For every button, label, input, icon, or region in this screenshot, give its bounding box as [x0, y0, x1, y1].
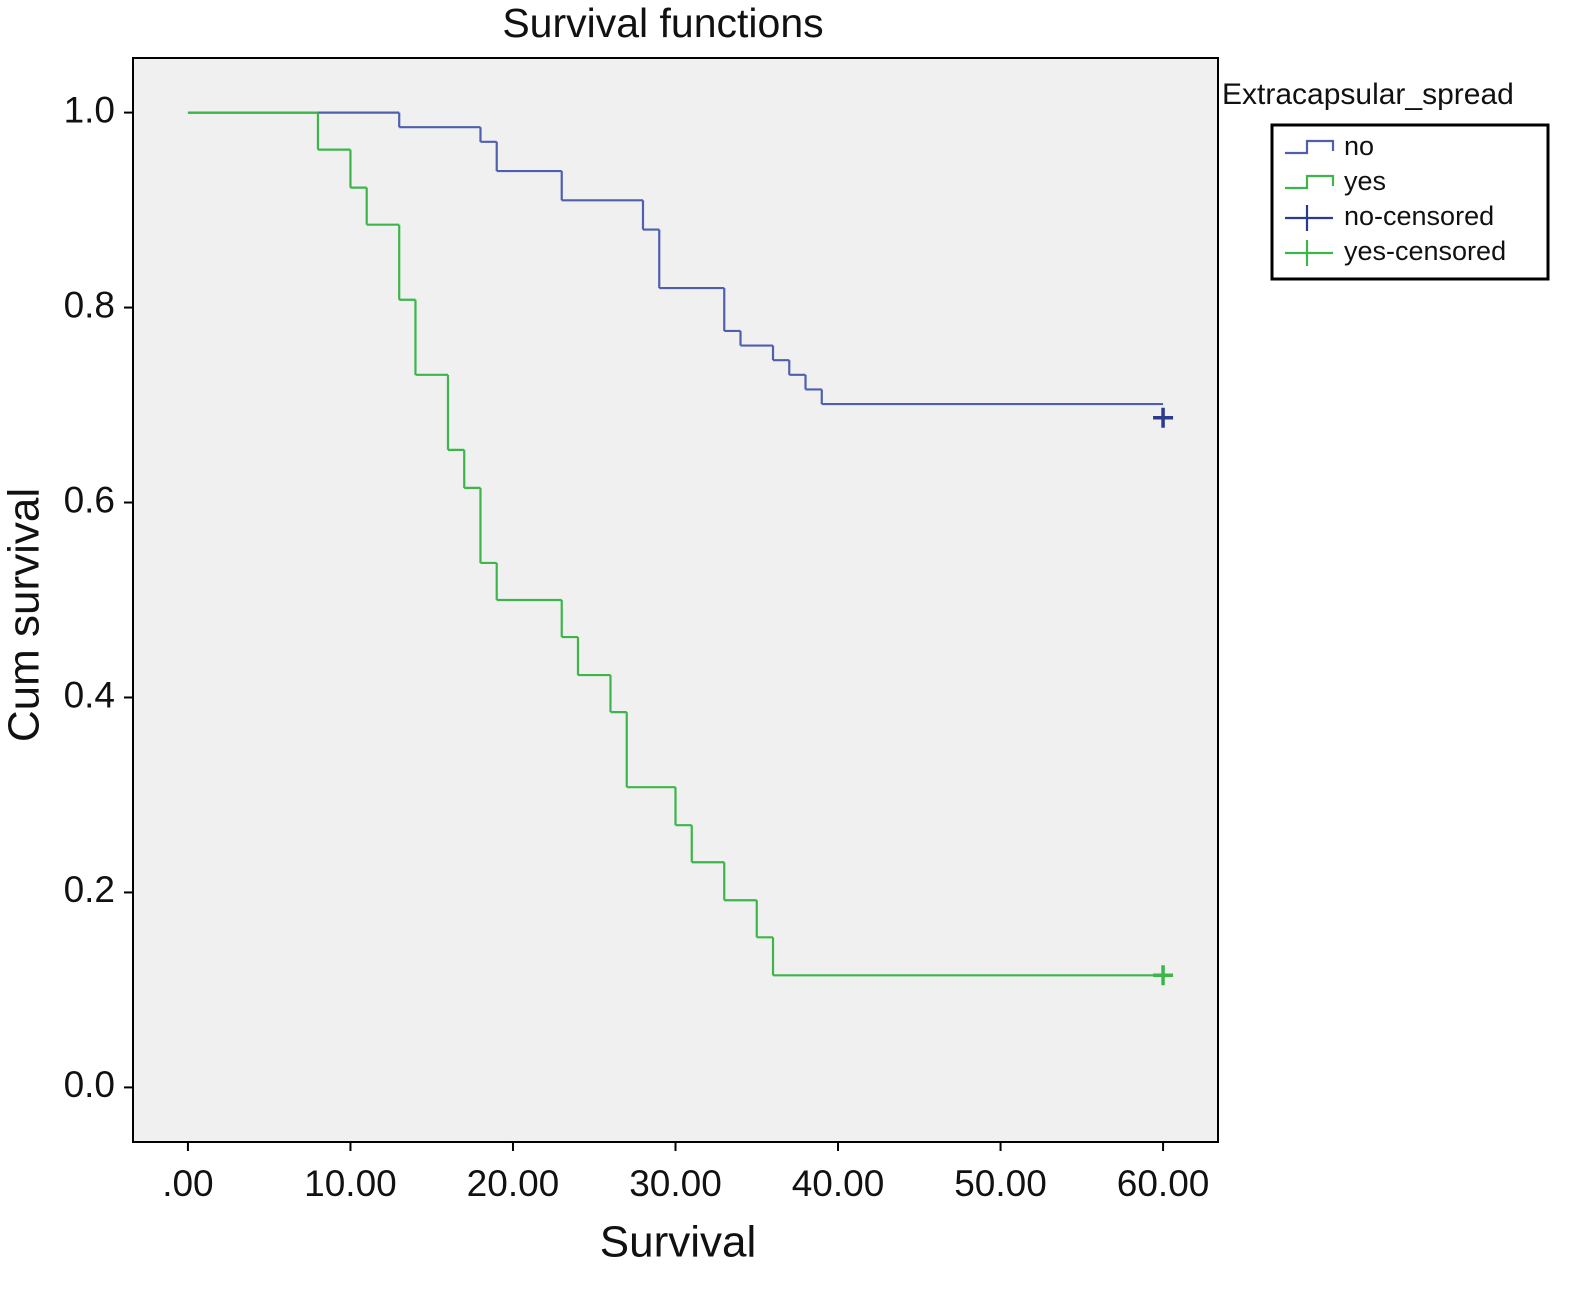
- x-tick-label: 40.00: [792, 1163, 885, 1204]
- legend-label: yes-censored: [1344, 236, 1506, 266]
- x-tick-label: 20.00: [467, 1163, 560, 1204]
- legend-swatch: [1285, 240, 1333, 266]
- y-tick-label: 0.0: [64, 1064, 115, 1105]
- x-tick-label: 10.00: [304, 1163, 397, 1204]
- x-tick-label: .00: [162, 1163, 213, 1204]
- x-tick-label: 30.00: [629, 1163, 722, 1204]
- y-tick-label: 1.0: [64, 89, 115, 130]
- legend-title: Extracapsular_spread: [1222, 78, 1514, 111]
- legend-label: no: [1344, 131, 1374, 161]
- y-axis-title: Cum survival: [0, 488, 49, 742]
- plot-area: [132, 57, 1219, 1143]
- censored-marker: [1153, 965, 1174, 986]
- legend-label: no-censored: [1344, 201, 1494, 231]
- x-axis-title: Survival: [600, 1218, 757, 1267]
- legend-swatch: [1285, 139, 1335, 155]
- y-tick-label: 0.8: [64, 284, 115, 325]
- chart-title: Survival functions: [502, 0, 823, 46]
- legend-label: yes: [1344, 166, 1386, 196]
- x-tick-label: 50.00: [954, 1163, 1047, 1204]
- y-tick-label: 0.6: [64, 479, 115, 520]
- censored-marker: [1153, 407, 1174, 428]
- y-tick-label: 0.2: [64, 869, 115, 910]
- legend-swatch: [1285, 174, 1335, 190]
- x-tick-label: 60.00: [1117, 1163, 1210, 1204]
- legend-swatch: [1285, 205, 1333, 231]
- y-tick-label: 0.4: [64, 674, 115, 715]
